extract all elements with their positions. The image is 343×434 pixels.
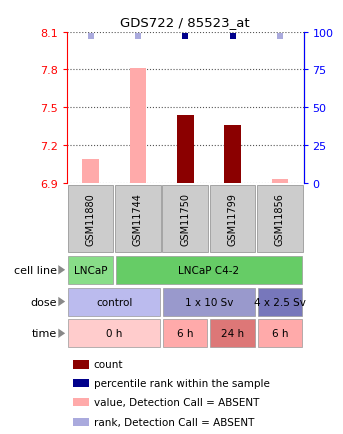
- Text: percentile rank within the sample: percentile rank within the sample: [94, 378, 270, 388]
- Text: GSM11856: GSM11856: [275, 193, 285, 245]
- Text: GSM11744: GSM11744: [133, 193, 143, 245]
- Polygon shape: [58, 329, 65, 338]
- Text: value, Detection Call = ABSENT: value, Detection Call = ABSENT: [94, 397, 259, 407]
- FancyBboxPatch shape: [163, 288, 255, 316]
- FancyBboxPatch shape: [163, 319, 208, 348]
- Bar: [224, 126, 241, 184]
- Bar: [130, 69, 146, 184]
- Text: 0 h: 0 h: [106, 329, 122, 339]
- Bar: [73, 418, 89, 426]
- FancyBboxPatch shape: [163, 186, 208, 252]
- FancyBboxPatch shape: [68, 288, 160, 316]
- FancyBboxPatch shape: [210, 186, 255, 252]
- Text: cell line: cell line: [14, 265, 57, 275]
- Text: time: time: [31, 329, 57, 339]
- Bar: [73, 398, 89, 406]
- Text: 24 h: 24 h: [221, 329, 244, 339]
- Bar: [177, 115, 193, 184]
- FancyBboxPatch shape: [258, 288, 302, 316]
- FancyBboxPatch shape: [257, 186, 303, 252]
- Text: count: count: [94, 360, 123, 370]
- Text: GSM11799: GSM11799: [227, 193, 238, 245]
- Bar: [82, 160, 99, 184]
- Polygon shape: [58, 266, 65, 275]
- Text: GSM11750: GSM11750: [180, 193, 190, 245]
- FancyBboxPatch shape: [68, 186, 113, 252]
- FancyBboxPatch shape: [115, 186, 161, 252]
- Bar: [73, 360, 89, 369]
- Polygon shape: [58, 297, 65, 306]
- Text: 1 x 10 Sv: 1 x 10 Sv: [185, 297, 233, 307]
- Text: rank, Detection Call = ABSENT: rank, Detection Call = ABSENT: [94, 417, 254, 427]
- FancyBboxPatch shape: [116, 256, 302, 284]
- Text: 6 h: 6 h: [272, 329, 288, 339]
- Text: GSM11880: GSM11880: [85, 193, 96, 245]
- Bar: [272, 180, 288, 184]
- FancyBboxPatch shape: [210, 319, 255, 348]
- Text: control: control: [96, 297, 132, 307]
- Text: dose: dose: [30, 297, 57, 307]
- FancyBboxPatch shape: [68, 256, 113, 284]
- Text: 6 h: 6 h: [177, 329, 193, 339]
- FancyBboxPatch shape: [258, 319, 302, 348]
- Text: LNCaP C4-2: LNCaP C4-2: [178, 265, 239, 275]
- Text: LNCaP: LNCaP: [74, 265, 107, 275]
- Bar: [73, 379, 89, 388]
- FancyBboxPatch shape: [68, 319, 160, 348]
- Title: GDS722 / 85523_at: GDS722 / 85523_at: [120, 16, 250, 29]
- Text: 4 x 2.5 Sv: 4 x 2.5 Sv: [254, 297, 306, 307]
